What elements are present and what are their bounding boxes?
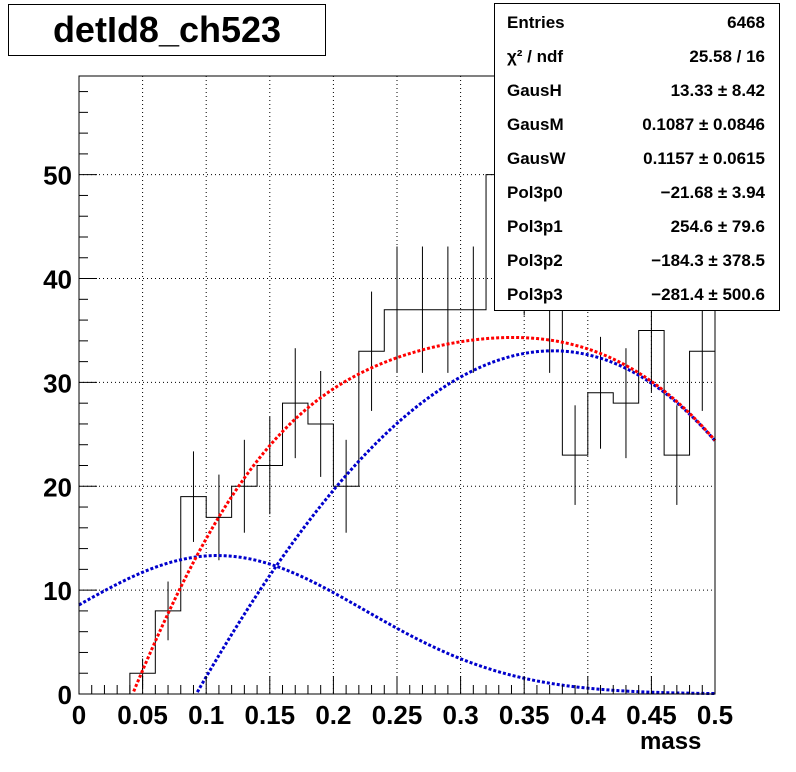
stats-label: GausW — [507, 149, 566, 168]
gaussian-component-curve — [78, 554, 716, 696]
stats-row: GausM 0.1087 ± 0.0846 — [507, 108, 765, 142]
stats-label: χ² / ndf — [507, 47, 564, 66]
y-tick-label: 40 — [43, 265, 72, 295]
x-tick-label: 0.05 — [117, 700, 168, 730]
stats-row: Pol3p0 −21.68 ± 3.94 — [507, 176, 765, 210]
chart-title: detId8_ch523 — [8, 4, 326, 56]
stats-row: GausH 13.33 ± 8.42 — [507, 74, 765, 108]
stats-label: GausH — [507, 81, 562, 100]
x-axis-label: mass — [640, 728, 702, 755]
x-tick-label: 0.5 — [697, 700, 733, 730]
stats-value: 254.6 ± 79.6 — [670, 217, 765, 236]
stats-value: 25.58 / 16 — [689, 47, 765, 66]
x-tick-label: 0.4 — [570, 700, 607, 730]
stats-value: 6468 — [727, 13, 765, 32]
y-tick-label: 20 — [43, 472, 72, 502]
stats-value: 13.33 ± 8.42 — [670, 81, 765, 100]
stats-value: −281.4 ± 500.6 — [651, 285, 765, 304]
histogram-layer — [79, 101, 715, 695]
x-tick-label: 0.35 — [499, 700, 550, 730]
stats-row: χ² / ndf 25.58 / 16 — [507, 40, 765, 74]
x-tick-label: 0.1 — [188, 700, 224, 730]
stats-value: 0.1157 ± 0.0615 — [643, 149, 765, 168]
stats-row: Entries 6468 — [507, 6, 765, 40]
x-tick-label: 0 — [72, 700, 86, 730]
stats-row: Pol3p2 −184.3 ± 378.5 — [507, 244, 765, 278]
y-tick-label: 0 — [58, 680, 72, 710]
stats-label: Pol3p3 — [507, 285, 563, 304]
x-tick-label: 0.25 — [372, 700, 423, 730]
x-tick-label: 0.45 — [626, 700, 677, 730]
stats-row: GausW 0.1157 ± 0.0615 — [507, 142, 765, 176]
y-tick-label: 30 — [43, 368, 72, 398]
total-fit-curve — [132, 335, 717, 692]
stats-value: 0.1087 ± 0.0846 — [642, 115, 765, 134]
stats-row: Pol3p3 −281.4 ± 500.6 — [507, 278, 765, 312]
y-tick-label: 10 — [43, 576, 72, 606]
stats-label: Pol3p0 — [507, 183, 563, 202]
stats-row: Pol3p1 254.6 ± 79.6 — [507, 210, 765, 244]
x-tick-label: 0.3 — [443, 700, 479, 730]
stats-label: Entries — [507, 13, 565, 32]
stats-label: GausM — [507, 115, 564, 134]
stats-box: Entries 6468 χ² / ndf 25.58 / 16 GausH 13.33 … — [494, 3, 780, 311]
polynomial-component-curve — [195, 349, 717, 693]
fit-layer — [78, 335, 717, 696]
stats-label: Pol3p2 — [507, 251, 563, 270]
stats-value: −21.68 ± 3.94 — [660, 183, 765, 202]
stats-value: −184.3 ± 378.5 — [651, 251, 765, 270]
axis-layer: 0 0.05 0.1 0.15 0.2 0.25 0.3 0.35 0.4 0.45 0.5 0 10 2… — [43, 91, 733, 730]
x-tick-label: 0.15 — [244, 700, 295, 730]
stats-label: Pol3p1 — [507, 217, 563, 236]
y-tick-label: 50 — [43, 161, 72, 191]
x-tick-label: 0.2 — [315, 700, 351, 730]
